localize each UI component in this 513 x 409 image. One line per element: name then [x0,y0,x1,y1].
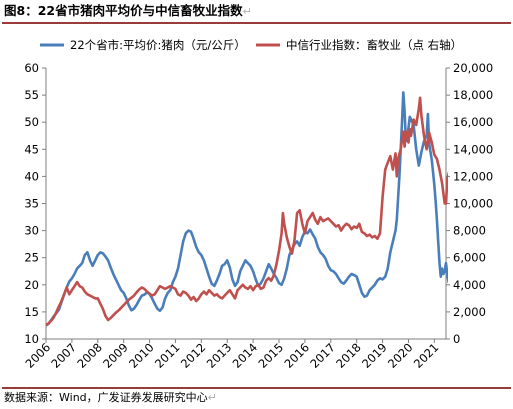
y-left-tick-label: 15 [24,305,39,319]
source-note: 数据来源：Wind，广发证券发展研究中心↵ [4,391,217,404]
x-tick-label: 2020 [385,340,416,371]
y-right-tick-label: 18,000 [453,88,493,102]
x-tick-label: 2009 [100,340,131,371]
y-left-tick-label: 50 [24,115,39,129]
x-tick-label: 2015 [256,340,287,371]
y-left-tick-label: 55 [24,88,39,102]
y-right-tick-label: 0 [453,332,460,346]
x-tick-label: 2014 [230,340,261,371]
x-tick-label: 2017 [307,340,338,371]
legend-label: 22个省市:平均价:猪肉（元/公斤） [70,38,246,52]
x-tick-label: 2008 [74,340,105,371]
y-right-tick-label: 16,000 [453,115,493,129]
y-right-tick-label: 8,000 [453,224,486,238]
pork-price-line [46,91,448,327]
y-right-tick-label: 2,000 [453,305,486,319]
y-left-tick-label: 40 [24,169,39,183]
y-right-tick-label: 6,000 [453,251,486,265]
x-tick-label: 2011 [152,340,183,371]
title-rule [2,22,511,24]
y-left-tick-label: 30 [24,224,39,238]
y-left-tick-label: 10 [24,332,39,346]
x-tick-label: 2019 [359,340,390,371]
x-tick-label: 2016 [281,340,312,371]
y-left-tick-label: 60 [24,61,39,75]
x-tick-label: 2010 [126,340,157,371]
x-tick-label: 2013 [204,340,235,371]
y-left-tick-label: 20 [24,278,39,292]
y-left-tick-label: 45 [24,142,39,156]
return-mark-icon: ↵ [242,5,252,18]
source-rule [2,387,511,389]
x-tick-label: 2012 [178,340,209,371]
y-left-tick-label: 25 [24,251,39,265]
livestock-index-line [46,96,448,327]
y-right-tick-label: 4,000 [453,278,486,292]
y-left-tick-label: 35 [24,197,39,211]
y-right-tick-label: 14,000 [453,142,493,156]
x-tick-label: 2021 [411,340,442,371]
legend-label: 中信行业指数：畜牧业（点 右轴） [286,38,462,52]
x-tick-label: 2007 [48,340,79,371]
y-right-tick-label: 12,000 [453,169,493,183]
figure-title: 图8：22省市猪肉平均价与中信畜牧业指数↵ [4,3,252,18]
y-right-tick-label: 10,000 [453,197,493,211]
return-mark-icon: ↵ [207,391,217,404]
x-tick-label: 2018 [333,340,364,371]
chart: 10 15 20 25 30 35 40 45 50 55 60 0 2,000 4,000 6,000 8,… [23,38,494,371]
y-right-tick-label: 20,000 [453,61,493,75]
